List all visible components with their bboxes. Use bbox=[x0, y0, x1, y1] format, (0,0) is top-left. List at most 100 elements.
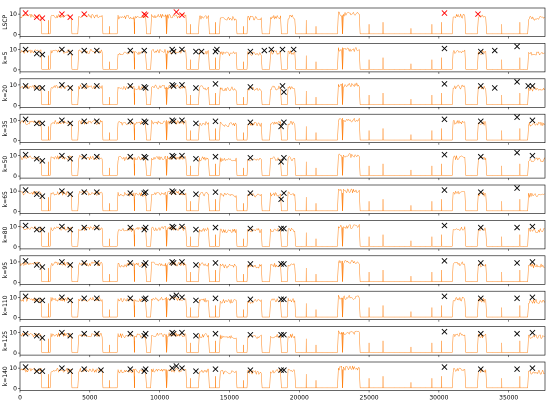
outlier-marker bbox=[247, 190, 254, 197]
outlier-marker bbox=[142, 260, 149, 266]
outlier-marker bbox=[247, 296, 254, 303]
outlier-marker bbox=[514, 330, 520, 337]
outlier-marker bbox=[441, 293, 448, 300]
subplot-frame bbox=[19, 7, 546, 37]
outlier-marker bbox=[514, 366, 520, 373]
outlier-marker bbox=[290, 46, 297, 53]
outlier-marker bbox=[170, 83, 177, 89]
outlier-marker bbox=[212, 366, 219, 373]
outlier-marker bbox=[477, 48, 484, 55]
outlier-marker bbox=[477, 330, 484, 337]
outlier-marker bbox=[268, 46, 275, 53]
outlier-marker bbox=[33, 14, 40, 21]
outlier-marker bbox=[169, 365, 176, 372]
outlier-marker bbox=[142, 330, 149, 337]
outlier-marker bbox=[278, 367, 285, 374]
outlier-marker bbox=[280, 225, 287, 232]
outlier-marker bbox=[278, 261, 285, 267]
outlier-marker bbox=[278, 296, 285, 303]
outlier-marker bbox=[81, 224, 88, 231]
outlier-marker bbox=[212, 295, 219, 302]
y-tick-label: 10 bbox=[9, 11, 17, 18]
outlier-marker bbox=[477, 83, 484, 89]
outlier-marker bbox=[514, 43, 520, 50]
outlier-marker bbox=[477, 260, 484, 266]
outlier-marker bbox=[179, 294, 185, 301]
subplot-panel: 0 10k=5 bbox=[2, 43, 546, 74]
outlier-marker bbox=[280, 367, 287, 374]
outlier-marker bbox=[179, 258, 185, 265]
outlier-marker bbox=[212, 80, 219, 87]
signal-line bbox=[19, 46, 545, 70]
outlier-marker bbox=[529, 258, 536, 265]
outlier-marker bbox=[58, 152, 65, 159]
outlier-marker bbox=[98, 367, 104, 374]
series-label: k=65 bbox=[2, 191, 9, 207]
outlier-marker bbox=[514, 114, 520, 121]
outlier-marker bbox=[179, 365, 185, 372]
outlier-marker bbox=[170, 224, 177, 231]
x-tick-label: 10000 bbox=[150, 395, 169, 401]
signal-line bbox=[19, 330, 545, 353]
outlier-marker bbox=[81, 366, 88, 373]
outlier-marker bbox=[39, 193, 46, 200]
outlier-marker bbox=[173, 363, 180, 369]
series-label: k=110 bbox=[2, 295, 9, 315]
signal-line bbox=[19, 11, 545, 35]
outlier-marker bbox=[39, 157, 46, 164]
subplot-frame bbox=[19, 43, 546, 73]
outlier-marker bbox=[212, 118, 219, 125]
y-tick-label: 10 bbox=[9, 188, 17, 195]
subplot-frame bbox=[19, 361, 546, 391]
outlier-marker bbox=[33, 332, 40, 339]
outlier-marker bbox=[525, 83, 532, 89]
subplot-frame bbox=[19, 78, 546, 108]
outlier-marker bbox=[441, 222, 448, 229]
outlier-marker bbox=[127, 330, 134, 337]
outlier-marker bbox=[170, 260, 177, 266]
outlier-marker bbox=[39, 120, 46, 127]
outlier-marker bbox=[58, 365, 65, 372]
outlier-marker bbox=[81, 83, 88, 89]
outlier-marker bbox=[212, 260, 219, 266]
outlier-marker bbox=[514, 295, 520, 302]
outlier-marker bbox=[81, 11, 88, 18]
outlier-marker bbox=[142, 366, 149, 373]
y-tick-label: 10 bbox=[9, 330, 17, 337]
outlier-marker bbox=[58, 223, 65, 230]
outlier-marker bbox=[280, 89, 287, 95]
signal-line bbox=[19, 117, 545, 141]
signal-line bbox=[19, 188, 545, 212]
series-label: k=50 bbox=[2, 156, 9, 172]
outlier-marker bbox=[67, 85, 74, 91]
outlier-marker bbox=[141, 47, 148, 54]
outlier-marker bbox=[477, 153, 484, 160]
outlier-marker bbox=[213, 46, 220, 53]
series-label: LSCP bbox=[2, 14, 9, 29]
outlier-marker bbox=[67, 332, 74, 339]
outlier-marker bbox=[58, 81, 65, 88]
series-label: k=20 bbox=[2, 85, 9, 101]
y-tick-label: 0 bbox=[13, 102, 17, 109]
outlier-marker bbox=[39, 226, 46, 233]
outlier-marker bbox=[170, 48, 177, 55]
outlier-marker bbox=[93, 47, 100, 54]
outlier-marker bbox=[67, 120, 74, 127]
outlier-marker bbox=[93, 118, 100, 125]
outlier-marker bbox=[67, 297, 74, 304]
outlier-marker bbox=[39, 334, 46, 341]
series-label: k=5 bbox=[2, 51, 9, 64]
outlier-marker bbox=[39, 51, 46, 58]
y-tick-label: 10 bbox=[9, 365, 17, 372]
y-tick-label: 10 bbox=[9, 153, 17, 160]
outlier-marker bbox=[127, 153, 134, 160]
outlier-marker bbox=[93, 224, 100, 231]
outlier-marker bbox=[22, 222, 29, 229]
outlier-marker bbox=[170, 189, 177, 196]
outlier-marker bbox=[22, 257, 29, 264]
outlier-marker bbox=[169, 294, 176, 301]
subplot-frame bbox=[19, 113, 546, 143]
outlier-marker bbox=[173, 292, 180, 299]
x-tick-label: 25000 bbox=[360, 395, 379, 401]
outlier-marker bbox=[477, 295, 484, 302]
